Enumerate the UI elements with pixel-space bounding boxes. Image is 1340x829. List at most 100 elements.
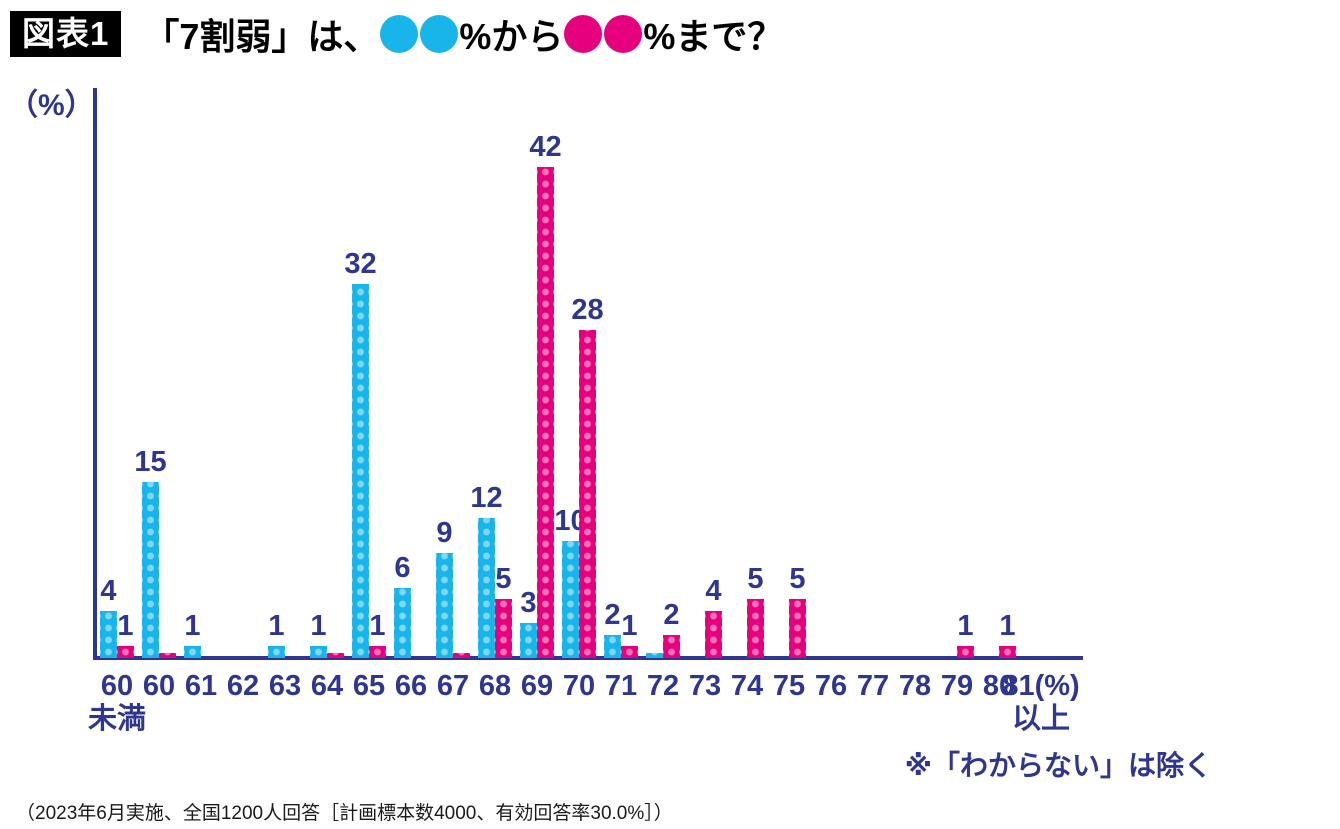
figure-badge: 図表1: [10, 10, 122, 58]
bar-pink: [579, 330, 596, 658]
bar-slot-pink: [831, 100, 848, 658]
bar-value-label: 1: [621, 610, 638, 642]
bar-pair: [856, 100, 890, 658]
bar-slot-blue: 10: [554, 100, 587, 658]
bar-pair: 5: [772, 100, 806, 658]
bar-value-label: 4: [705, 575, 722, 607]
bar-value-label: 1: [117, 610, 134, 642]
bar-pair: 3 42: [520, 100, 562, 658]
bar-pink: [705, 611, 722, 658]
bar-blue: [184, 646, 201, 658]
bar-slot-pink: [327, 100, 344, 658]
bar-group: 3 42 69: [516, 100, 562, 740]
title-text-mid: %から: [459, 16, 564, 57]
bar-slot-blue: [940, 100, 957, 658]
bar-pair: 12 5: [470, 100, 512, 658]
bar-slot-blue: [730, 100, 747, 658]
bar-blue: [436, 553, 453, 658]
bar-value-label: 32: [344, 248, 377, 280]
bar-value-label: 1: [369, 610, 386, 642]
bar-pair: 10 28: [554, 100, 604, 658]
bar-group: 12 5 68: [470, 100, 516, 740]
bar-group: 6 66: [390, 100, 432, 740]
x-tick-label: 75: [772, 670, 806, 702]
x-tick-label: 79: [940, 670, 974, 702]
bar-value-label: 42: [529, 131, 562, 163]
bar-slot-blue: [898, 100, 915, 658]
bar-pink: [999, 646, 1016, 658]
header: 図表1 「7割弱」は、 %から %まで？: [10, 8, 783, 60]
magenta-dot-icon: [564, 15, 603, 53]
bar-pair: 32 1: [344, 100, 386, 658]
bar-group: 5 74: [726, 100, 768, 740]
bar-pair: 1: [982, 100, 1016, 658]
bar-pair: [1024, 100, 1058, 658]
bar-group: 77: [852, 100, 894, 740]
x-tick-label: 74: [730, 670, 764, 702]
bar-slot-pink: 1: [957, 100, 974, 658]
bar-blue: [310, 646, 327, 658]
bar-pair: [898, 100, 932, 658]
bar-slot-blue: 1: [310, 100, 327, 658]
bar-pair: [814, 100, 848, 658]
bar-blue: [604, 635, 621, 658]
bar-group: 76: [810, 100, 852, 740]
bar-groups: 4 1 60 未満 15 60 1 61 62 1 63 1 64 32 1 65 6 66 9 67 12 5 68 3 42…: [88, 100, 1080, 740]
bar-pair: 1: [268, 100, 302, 658]
bar-pink: [537, 167, 554, 658]
bar-blue: [478, 518, 495, 658]
bar-slot-pink: 5: [789, 100, 806, 658]
bar-value-label: 9: [436, 517, 453, 549]
bar-slot-blue: 3: [520, 100, 537, 658]
bar-slot-pink: [453, 100, 470, 658]
bar-slot-blue: 1: [268, 100, 285, 658]
bar-pink: [495, 599, 512, 658]
bar-group: 4 73: [684, 100, 726, 740]
cyan-dot-icon: [380, 15, 419, 53]
bar-group: 1 61: [180, 100, 222, 740]
x-tick-label: 63: [268, 670, 302, 702]
bar-group: 1 79: [936, 100, 978, 740]
bar-slot-blue: 15: [134, 100, 167, 658]
bar-slot-blue: [856, 100, 873, 658]
bar-pair: 6: [394, 100, 428, 658]
bar-group: 2 1 71: [600, 100, 642, 740]
bar-pink: [747, 599, 764, 658]
bar-value-label: 6: [394, 552, 411, 584]
bar-slot-pink: 1: [621, 100, 638, 658]
bar-pair: 5: [730, 100, 764, 658]
x-tick-label: 72: [646, 670, 680, 702]
bar-group: 81(%) 以上: [1002, 100, 1079, 740]
bar-slot-pink: 1: [117, 100, 134, 658]
x-tick-label: 67: [436, 670, 470, 702]
bar-slot-blue: [688, 100, 705, 658]
bar-group: 1 80: [978, 100, 1020, 740]
bar-pair: 15: [134, 100, 176, 658]
bar-group: 62: [222, 100, 264, 740]
x-tick-label: 62: [226, 670, 260, 702]
x-tick-label: 68: [478, 670, 512, 702]
bar-group: 1 63: [264, 100, 306, 740]
bar-slot-pink: 5: [495, 100, 512, 658]
bar-value-label: 15: [134, 446, 167, 478]
bar-slot-blue: [772, 100, 789, 658]
bar-pink: [789, 599, 806, 658]
x-tick-label: 77: [856, 670, 890, 702]
bar-slot-blue: 2: [604, 100, 621, 658]
bar-blue: [394, 588, 411, 658]
bar-slot-blue: [814, 100, 831, 658]
bar-pink: [453, 653, 470, 658]
bar-group: 9 67: [432, 100, 474, 740]
bar-slot-pink: 2: [663, 100, 680, 658]
bar-value-label: 3: [520, 587, 537, 619]
bar-slot-pink: [915, 100, 932, 658]
x-tick-label: 71: [604, 670, 638, 702]
bar-value-label: 28: [571, 294, 604, 326]
bar-slot-pink: 4: [705, 100, 722, 658]
x-tick-label: 60: [142, 670, 176, 702]
bar-pair: 1: [940, 100, 974, 658]
bar-slot-blue: 1: [184, 100, 201, 658]
bar-group: 2 72: [642, 100, 684, 740]
